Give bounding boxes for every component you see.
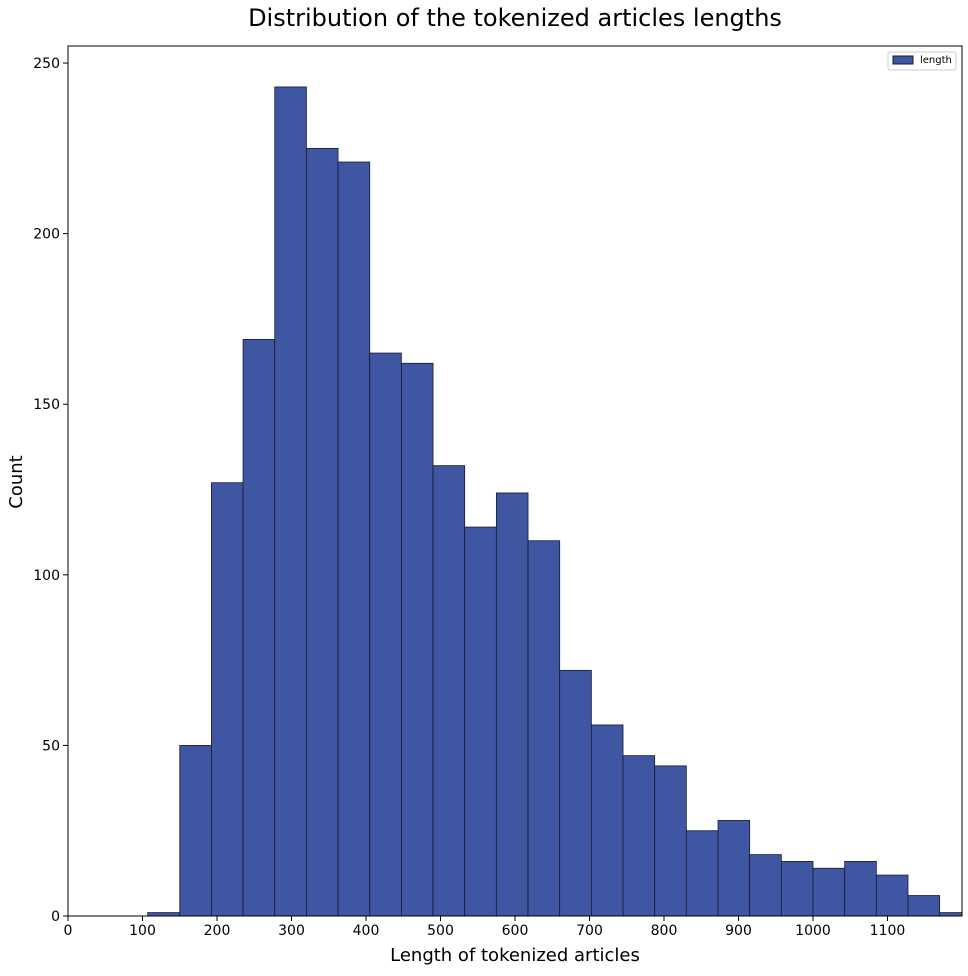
histogram-bar	[242, 339, 276, 917]
x-tick-label: 0	[64, 923, 73, 939]
histogram-bar	[305, 147, 339, 917]
x-tick-label: 100	[129, 923, 156, 939]
legend-swatch	[892, 55, 914, 65]
y-axis-label: Count	[6, 455, 27, 508]
bars-layer	[147, 86, 963, 917]
histogram-bar	[179, 745, 212, 917]
y-tick-label: 250	[33, 56, 60, 72]
histogram-bar	[907, 895, 941, 917]
histogram-bar	[211, 482, 244, 917]
histogram-bar	[369, 352, 402, 917]
histogram-bar	[400, 362, 434, 917]
x-tick-label: 600	[502, 923, 529, 939]
histogram-bar	[337, 161, 371, 917]
x-tick-label: 700	[576, 923, 603, 939]
histogram-bar	[780, 861, 814, 917]
y-tick-label: 0	[51, 909, 60, 925]
histogram-bar	[559, 669, 592, 917]
histogram-bar	[527, 540, 561, 917]
y-axis: 0 50 100 150 200 250	[33, 56, 68, 925]
x-axis: 0 100 200 300 400 500 600 700 800 900 1000 1100	[64, 916, 906, 939]
x-tick-label: 1000	[795, 923, 831, 939]
histogram-bar	[685, 830, 719, 917]
x-tick-label: 200	[204, 923, 231, 939]
histogram-bar	[875, 874, 909, 917]
x-tick-label: 900	[725, 923, 752, 939]
y-tick-label: 150	[33, 397, 60, 413]
legend-label: length	[920, 55, 952, 66]
histogram-bar	[654, 765, 687, 917]
histogram-bar	[464, 526, 497, 917]
y-tick-label: 100	[33, 568, 60, 584]
histogram-bar	[432, 465, 466, 917]
y-tick-label: 50	[42, 738, 60, 754]
x-tick-label: 500	[427, 923, 454, 939]
x-tick-label: 1100	[870, 923, 906, 939]
histogram-bar	[274, 86, 307, 917]
x-tick-label: 800	[651, 923, 678, 939]
legend: length	[887, 51, 957, 71]
x-tick-label: 400	[353, 923, 380, 939]
histogram-bar	[147, 912, 181, 917]
y-tick-label: 200	[33, 227, 60, 243]
histogram-bar	[749, 854, 782, 917]
x-tick-label: 300	[278, 923, 305, 939]
histogram-bar	[939, 912, 963, 917]
x-axis-label: Length of tokenized articles	[390, 945, 640, 966]
histogram-bar	[590, 724, 624, 917]
histogram-bar	[844, 861, 877, 917]
histogram-bar	[495, 492, 529, 917]
chart-title: Distribution of the tokenized articles l…	[248, 4, 782, 32]
histogram-bar	[812, 867, 846, 917]
histogram-bar	[622, 755, 656, 917]
histogram-bar	[717, 820, 751, 917]
